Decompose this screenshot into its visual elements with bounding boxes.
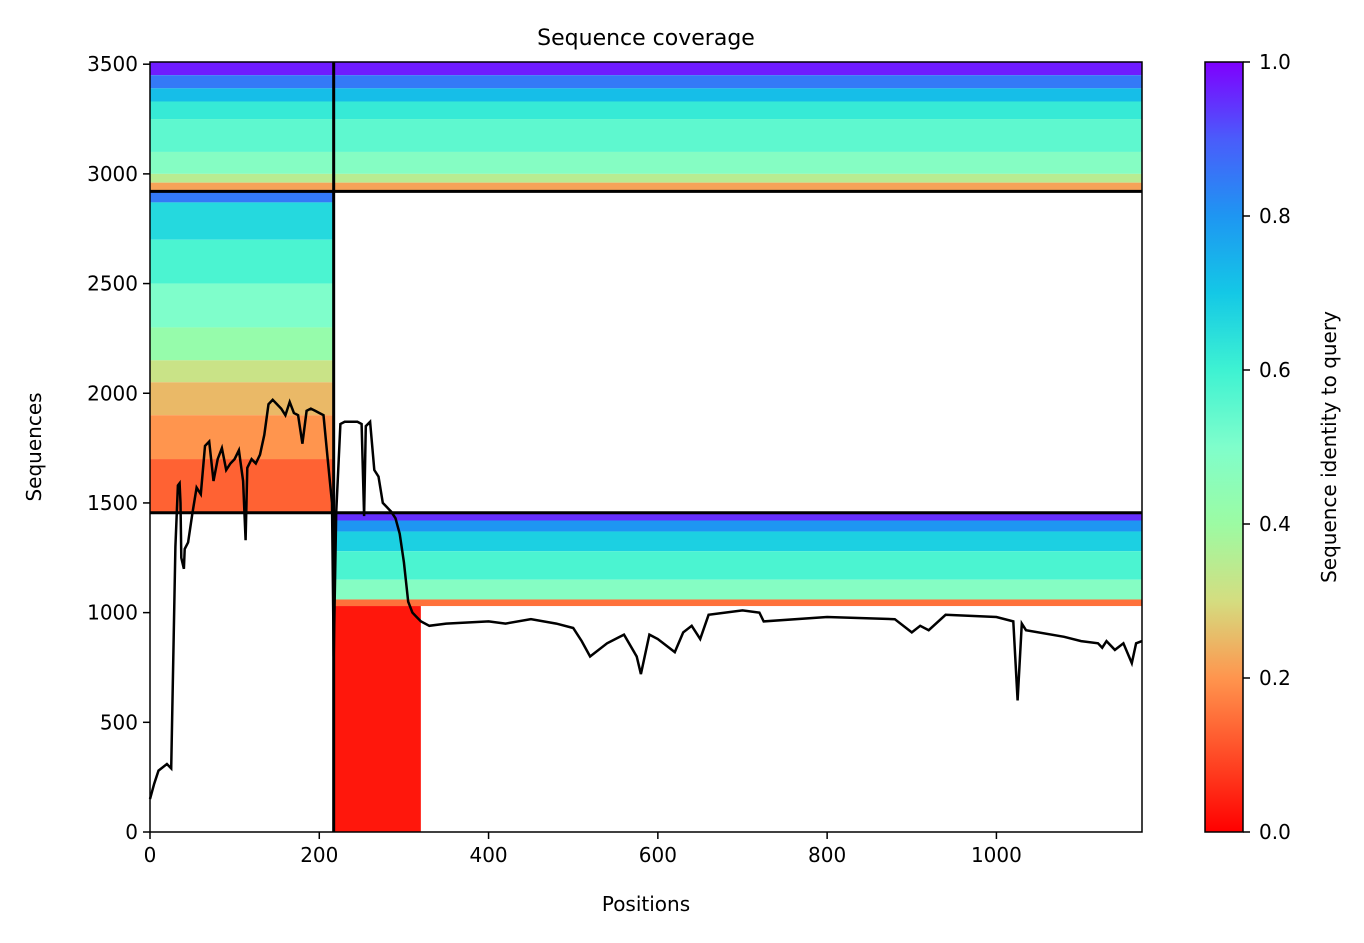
block-middle-nterm-band <box>150 202 334 240</box>
chart-title: Sequence coverage <box>537 26 755 51</box>
y-tick-label: 500 <box>100 710 138 734</box>
block-top-full-length-band <box>150 101 1142 120</box>
x-tick-label: 800 <box>808 843 846 867</box>
colorbar-tick-label: 0.8 <box>1259 204 1291 228</box>
low-identity-region <box>333 606 421 832</box>
divider-lines <box>150 62 1142 832</box>
plot-frame <box>149 61 1143 833</box>
coverage-line <box>148 398 1143 800</box>
y-tick-label: 2000 <box>87 381 138 405</box>
colorbar-tick-label: 0.0 <box>1259 820 1291 844</box>
block-middle-nterm-band <box>150 360 334 383</box>
colorbar-tick-label: 0.2 <box>1259 666 1291 690</box>
x-tick-label: 200 <box>300 843 338 867</box>
y-tick-label: 1000 <box>87 601 138 625</box>
block-bottom-cterm-band <box>333 551 1142 580</box>
block-middle-nterm-band <box>150 382 334 416</box>
colorbar-tick-label: 0.4 <box>1259 512 1291 536</box>
x-tick-label: 600 <box>639 843 677 867</box>
block-top-full-length-band <box>150 173 1142 183</box>
block-bottom-cterm-band <box>333 579 1142 600</box>
block-top-full-length-band <box>150 151 1142 174</box>
block-middle-nterm-band <box>150 191 334 203</box>
y-tick-label: 0 <box>125 820 138 844</box>
block-bottom-cterm-band <box>333 512 1142 521</box>
y-axis-label: Sequences <box>22 392 46 501</box>
block-top-full-length-band <box>150 75 1142 89</box>
x-tick-label: 400 <box>469 843 507 867</box>
block-middle-nterm-band <box>150 327 334 361</box>
heatmap-layer <box>150 62 1142 832</box>
y-axis-ticks: 0 500 1000 1500 2000 2500 3000 3500 <box>87 52 150 844</box>
colorbar <box>1204 61 1244 833</box>
x-tick-label: 0 <box>144 843 157 867</box>
colorbar-ticks: 0.0 0.2 0.4 0.6 0.8 1.0 <box>1243 50 1291 844</box>
block-top-full-length-band <box>150 62 1142 76</box>
x-axis-ticks: 0 200 400 600 800 1000 <box>144 832 1022 867</box>
colorbar-tick-label: 0.6 <box>1259 358 1291 382</box>
block-bottom-cterm-band <box>333 599 1142 607</box>
block-middle-nterm-band <box>150 283 334 328</box>
y-tick-label: 3000 <box>87 162 138 186</box>
y-tick-label: 3500 <box>87 52 138 76</box>
y-tick-label: 2500 <box>87 272 138 296</box>
block-top-full-length-band <box>150 119 1142 152</box>
block-middle-nterm-band <box>150 239 334 284</box>
block-bottom-cterm-band <box>333 531 1142 552</box>
block-bottom-cterm-band <box>333 520 1142 532</box>
x-axis-label: Positions <box>602 892 690 916</box>
block-top-full-length-band <box>150 88 1142 102</box>
block-top-full-length-band <box>150 182 1142 192</box>
colorbar-label: Sequence identity to query <box>1317 311 1341 583</box>
y-tick-label: 1500 <box>87 491 138 515</box>
x-tick-label: 1000 <box>971 843 1022 867</box>
colorbar-tick-label: 1.0 <box>1259 50 1291 74</box>
